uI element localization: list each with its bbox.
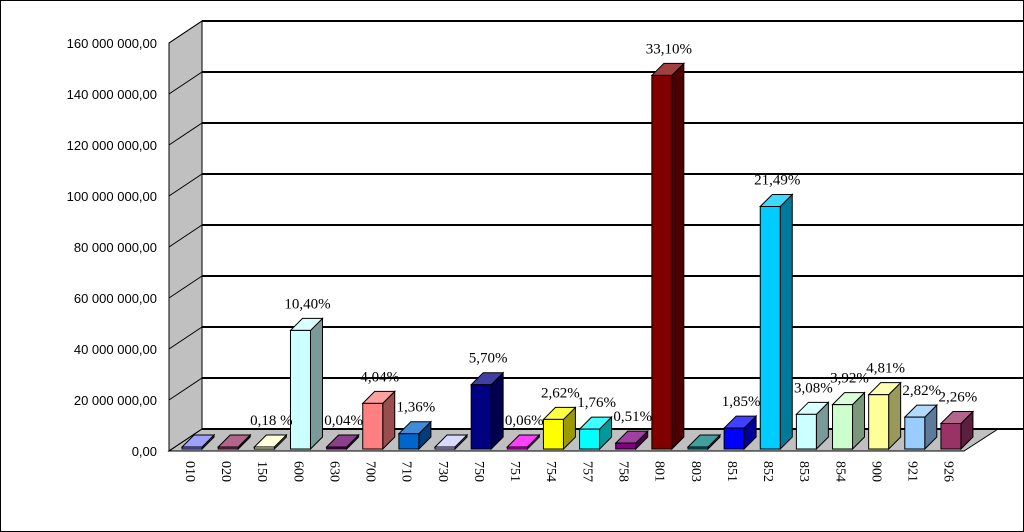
gridline-side (168, 428, 203, 452)
gridline-side (168, 326, 203, 350)
bar-921 (903, 403, 939, 451)
data-label: 1,36% (397, 400, 436, 416)
data-label: 0,06% (505, 413, 544, 429)
x-tick-label: 020 (218, 461, 233, 482)
bar-750 (469, 371, 505, 451)
bar-851 (722, 414, 758, 451)
gridline-side (168, 224, 203, 248)
data-label: 3,08% (794, 380, 833, 396)
data-label: 10,40% (284, 296, 330, 312)
bar-730 (433, 433, 469, 451)
x-tick-label: 921 (905, 461, 920, 482)
data-label: 2,82% (902, 383, 941, 399)
bar-758 (614, 429, 649, 451)
gridline-side (168, 377, 203, 401)
data-label: 21,49% (754, 172, 800, 188)
x-tick-label: 853 (796, 461, 811, 482)
x-tick-label: 803 (688, 461, 703, 482)
bar-854 (831, 391, 866, 451)
y-tick-label: 40 000 000,00 (74, 342, 157, 357)
x-tick-label: 758 (615, 461, 630, 482)
bar-852 (759, 193, 794, 451)
data-label: 1,76% (577, 395, 616, 411)
bar-803 (686, 433, 722, 451)
bar-600 (289, 317, 324, 451)
y-tick-label: 80 000 000,00 (74, 240, 157, 255)
gridline-side (168, 71, 203, 95)
x-tick-label: 010 (182, 461, 197, 482)
x-tick-label: 710 (399, 461, 414, 482)
bar-700 (361, 390, 396, 451)
x-tick-label: 900 (868, 461, 883, 482)
y-tick-label: 60 000 000,00 (74, 291, 157, 306)
x-tick-label: 754 (543, 461, 558, 482)
data-label: 4,04% (360, 369, 399, 385)
x-tick-label: 926 (941, 461, 956, 482)
x-tick-label: 801 (652, 461, 667, 482)
data-label: 0,04% (324, 413, 363, 429)
y-tick-label: 160 000 000,00 (67, 36, 157, 51)
gridline-side (168, 122, 203, 146)
y-tick-label: 140 000 000,00 (67, 87, 157, 102)
data-labels: 0,18 % 10,40% 0,04% 4,04% 1,36% 5,70% 0,06% 2,6… (250, 41, 977, 429)
x-tick-label: 851 (724, 461, 739, 482)
x-tick-label: 751 (507, 461, 522, 482)
y-tick-label: 0,00 (132, 444, 157, 459)
gridline-side (168, 20, 203, 44)
x-tick-label: 700 (363, 461, 378, 482)
y-axis-ticks: 0,00 20 000 000,00 40 000 000,00 60 000 000… (67, 36, 157, 459)
x-tick-label: 854 (832, 461, 847, 482)
bar-926 (939, 410, 975, 451)
data-label: 3,92% (830, 371, 869, 387)
x-axis-ticks: 010 020 150 600 630 700 710 730 750 751 754 757 758 8… (182, 461, 956, 482)
y-tick-label: 120 000 000,00 (67, 138, 157, 153)
data-label: 0,18 % (250, 413, 293, 429)
x-tick-label: 852 (760, 461, 775, 482)
gridline-side (168, 275, 203, 299)
bar-150 (253, 433, 288, 451)
bar-757 (578, 415, 613, 451)
x-tick-label: 150 (254, 461, 269, 482)
x-tick-label: 730 (435, 461, 450, 482)
bar-010 (180, 433, 216, 451)
data-label: 1,85% (722, 394, 761, 410)
data-label: 2,26% (939, 390, 978, 406)
bar-710 (397, 420, 433, 451)
bar-754 (542, 406, 577, 451)
bar-853 (795, 401, 830, 451)
bars (180, 62, 975, 451)
bar-900 (867, 381, 902, 451)
data-label: 0,51% (613, 409, 652, 425)
gridline-side (168, 173, 203, 197)
y-tick-label: 20 000 000,00 (74, 393, 157, 408)
bar-630 (325, 433, 360, 451)
bar-020 (216, 433, 252, 451)
bar-751 (506, 433, 541, 451)
x-tick-label: 757 (579, 461, 594, 482)
gridlines (168, 20, 1023, 452)
data-label: 2,62% (541, 385, 580, 401)
x-tick-label: 750 (471, 461, 486, 482)
bar-801 (650, 62, 686, 451)
y-tick-label: 100 000 000,00 (67, 189, 157, 204)
data-label: 33,10% (646, 41, 692, 57)
x-tick-label: 600 (290, 461, 305, 482)
data-label: 4,81% (866, 361, 905, 377)
x-tick-label: 630 (326, 461, 341, 482)
data-label: 5,70% (469, 351, 508, 367)
